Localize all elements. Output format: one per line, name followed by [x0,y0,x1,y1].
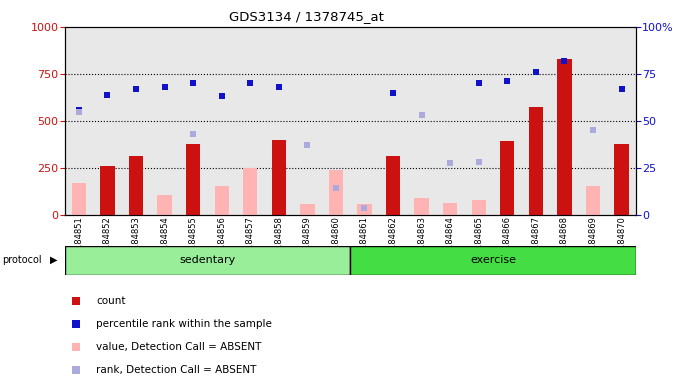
Bar [301,204,314,215]
Bar [101,166,114,215]
Bar [443,203,458,215]
Bar [243,168,257,215]
Bar [386,156,401,215]
Bar [558,59,571,215]
Bar [329,170,343,215]
Bar [500,141,515,215]
Bar [186,144,201,215]
Text: exercise: exercise [470,255,516,265]
Bar [72,183,86,215]
Bar [272,140,286,215]
Bar [350,246,636,275]
Text: GDS3134 / 1378745_at: GDS3134 / 1378745_at [228,10,384,23]
Bar [158,195,171,215]
Bar [129,156,143,215]
Bar [615,144,628,215]
Bar [358,204,371,215]
Bar [415,198,428,215]
Bar [472,200,486,215]
Text: ▶: ▶ [50,255,58,265]
Text: percentile rank within the sample: percentile rank within the sample [96,319,272,329]
Text: rank, Detection Call = ABSENT: rank, Detection Call = ABSENT [96,365,256,375]
Bar [586,186,600,215]
Text: sedentary: sedentary [180,255,235,265]
Text: count: count [96,296,126,306]
Bar [529,107,543,215]
Bar [215,186,228,215]
Bar [65,246,350,275]
Text: protocol: protocol [2,255,41,265]
Text: value, Detection Call = ABSENT: value, Detection Call = ABSENT [96,342,261,352]
